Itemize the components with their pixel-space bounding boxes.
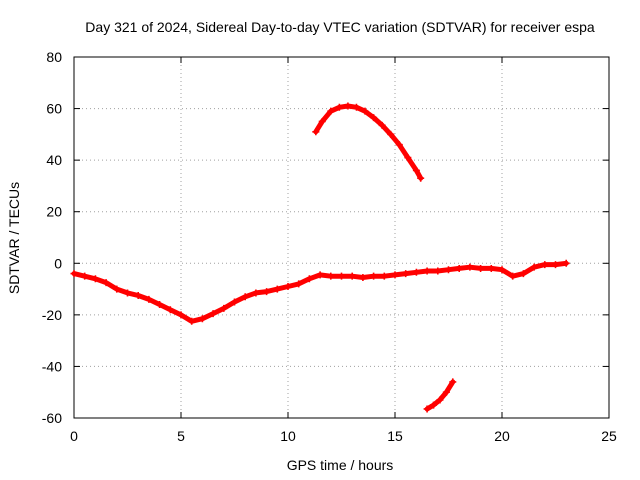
y-axis-ticks: -60 -40 -20 0 20 40 60 80 <box>42 49 609 426</box>
x-tick-label: 10 <box>280 428 296 444</box>
data-point <box>316 271 324 279</box>
y-tick-label: 80 <box>46 49 62 65</box>
x-tick-label: 5 <box>177 428 185 444</box>
data-point <box>252 289 260 297</box>
data-point <box>530 263 538 271</box>
data-point <box>124 289 131 297</box>
data-point <box>395 141 403 149</box>
data-point <box>449 378 457 386</box>
data-point <box>387 130 395 138</box>
data-point <box>70 270 78 278</box>
data-point <box>519 270 527 278</box>
series-arc <box>313 103 424 181</box>
data-point <box>359 273 367 281</box>
data-point <box>455 264 463 272</box>
data-point <box>335 103 343 111</box>
data-point <box>402 270 410 278</box>
x-tick-label: 25 <box>601 428 617 444</box>
data-point <box>442 388 450 396</box>
data-point <box>113 285 121 293</box>
data-point <box>348 272 356 280</box>
data-point <box>241 293 249 301</box>
data-point <box>541 261 549 269</box>
data-point <box>412 166 420 174</box>
y-axis-label: SDTVAR / TECUs <box>6 182 22 294</box>
data-point <box>404 154 412 162</box>
data-point <box>562 259 570 267</box>
x-axis-ticks: 0 5 10 15 20 25 <box>70 57 617 444</box>
data-point <box>412 268 420 276</box>
data-point <box>318 117 326 125</box>
data-point <box>498 266 506 274</box>
data-point <box>552 261 559 269</box>
grid-lines <box>74 57 609 418</box>
data-point <box>370 114 378 122</box>
data-point <box>145 295 153 303</box>
data-point <box>380 272 388 280</box>
y-tick-label: -20 <box>42 307 62 323</box>
chart-title: Day 321 of 2024, Sidereal Day-to-day VTE… <box>85 19 595 35</box>
data-point <box>166 306 174 314</box>
data-point <box>391 271 399 279</box>
data-point <box>378 121 386 129</box>
data-point <box>220 304 228 312</box>
x-axis-label: GPS time / hours <box>287 457 394 473</box>
data-point <box>312 128 320 136</box>
x-tick-label: 0 <box>70 428 78 444</box>
data-point <box>434 267 442 275</box>
data-point <box>417 174 425 182</box>
data-point <box>102 279 110 287</box>
y-tick-label: -40 <box>42 358 62 374</box>
data-point <box>445 266 452 274</box>
data-point <box>263 288 271 296</box>
data-point <box>134 292 142 300</box>
data-point <box>295 280 303 288</box>
data-point <box>177 311 185 319</box>
data-point <box>370 272 378 280</box>
data-point <box>156 301 164 309</box>
data-point <box>361 107 369 115</box>
x-tick-label: 15 <box>387 428 403 444</box>
data-point <box>273 285 281 293</box>
data-point <box>284 282 292 290</box>
data-point <box>466 263 474 271</box>
data-point <box>188 317 196 325</box>
data-point <box>91 275 99 283</box>
data-point <box>436 396 444 404</box>
data-point <box>209 310 217 318</box>
y-tick-label: 60 <box>46 101 62 117</box>
plot-frame <box>73 56 610 419</box>
data-point <box>509 272 517 280</box>
data-point <box>231 298 238 306</box>
plot-area <box>70 102 570 413</box>
y-tick-label: 40 <box>46 152 62 168</box>
x-tick-label: 20 <box>494 428 510 444</box>
data-point <box>338 272 345 280</box>
data-point <box>423 267 431 275</box>
data-point <box>477 264 485 272</box>
y-tick-label: 0 <box>54 255 62 271</box>
y-tick-label: 20 <box>46 204 62 220</box>
data-point <box>352 103 360 111</box>
data-point <box>81 272 89 280</box>
data-point <box>305 275 313 283</box>
data-point <box>327 272 335 280</box>
data-point <box>430 401 438 409</box>
data-point <box>198 315 206 323</box>
data-point <box>487 264 495 272</box>
y-tick-label: -60 <box>42 410 62 426</box>
data-point <box>327 107 335 115</box>
data-point <box>423 405 431 413</box>
data-point <box>344 102 352 110</box>
